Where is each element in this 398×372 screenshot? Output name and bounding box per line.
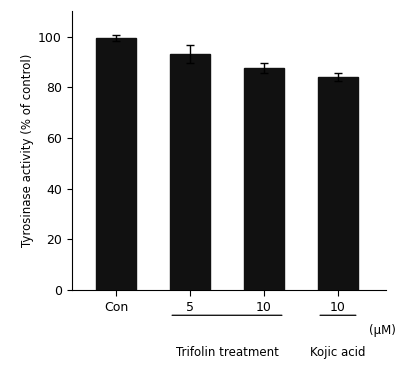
Bar <box>96 38 137 290</box>
Text: (μM): (μM) <box>369 324 396 337</box>
Bar <box>318 77 358 290</box>
Y-axis label: Tyrosinase activity (% of control): Tyrosinase activity (% of control) <box>21 54 34 247</box>
Text: Kojic acid: Kojic acid <box>310 346 366 359</box>
Bar <box>244 68 284 290</box>
Text: Trifolin treatment: Trifolin treatment <box>176 346 279 359</box>
Bar <box>170 54 211 290</box>
